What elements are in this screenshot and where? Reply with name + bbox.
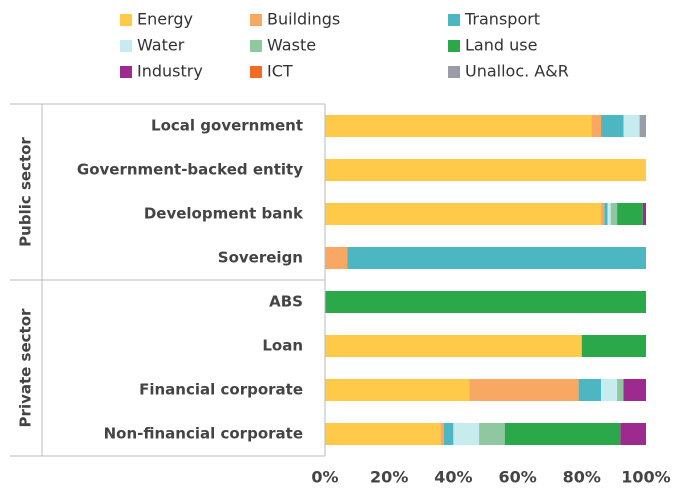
legend-swatch	[448, 66, 460, 78]
bar-segment	[642, 203, 646, 225]
legend-swatch	[250, 40, 262, 52]
bar-segment	[440, 423, 444, 445]
legend-label: Industry	[137, 62, 203, 81]
bar-segment	[347, 247, 646, 269]
category-label: Non-financial corporate	[104, 425, 303, 443]
x-tick-label: 20%	[370, 468, 408, 487]
bar-segment	[325, 379, 470, 401]
x-tick-label: 0%	[311, 468, 338, 487]
bar-segment	[601, 203, 605, 225]
bar-segment	[325, 423, 441, 445]
bar-segment	[623, 115, 640, 137]
legend-swatch	[120, 40, 132, 52]
bar-segment	[623, 379, 646, 401]
category-label: ABS	[269, 293, 303, 311]
legend-swatch	[448, 40, 460, 52]
legend-label: Unalloc. A&R	[465, 62, 569, 81]
bar-segment	[325, 291, 646, 313]
legend-label: ICT	[267, 62, 293, 81]
bar-segment	[610, 203, 618, 225]
bar-segment	[620, 423, 646, 445]
bar-segment	[469, 379, 579, 401]
bar-segment	[639, 115, 646, 137]
bar-segment	[443, 423, 454, 445]
bar-segment	[325, 115, 592, 137]
bar-segment	[325, 203, 602, 225]
bar-segment	[504, 423, 621, 445]
bar-segment	[453, 423, 480, 445]
legend-swatch	[120, 14, 132, 26]
group-label: Public sector	[17, 137, 35, 247]
bar-segment	[617, 379, 624, 401]
bar-segment	[604, 203, 608, 225]
bar-segment	[591, 115, 602, 137]
category-label: Development bank	[144, 205, 304, 223]
bar-segment	[578, 379, 602, 401]
legend-swatch	[120, 66, 132, 78]
legend-swatch	[250, 14, 262, 26]
bar-segment	[479, 423, 505, 445]
legend-swatch	[250, 66, 262, 78]
category-label: Government-backed entity	[77, 161, 303, 179]
category-label: Loan	[262, 337, 303, 355]
group-label: Private sector	[17, 308, 35, 427]
category-label: Financial corporate	[139, 381, 303, 399]
bar-segment	[617, 203, 643, 225]
bar-segment	[601, 379, 618, 401]
legend-label: Land use	[465, 36, 537, 55]
legend-label: Transport	[464, 10, 540, 29]
x-tick-label: 100%	[621, 468, 670, 487]
bar-segment	[601, 115, 624, 137]
x-tick-label: 80%	[563, 468, 601, 487]
legend-label: Buildings	[267, 10, 340, 29]
legend-label: Waste	[267, 36, 316, 55]
legend-label: Water	[137, 36, 185, 55]
bar-segment	[325, 159, 646, 181]
bar-segment	[325, 247, 348, 269]
legend-swatch	[448, 14, 460, 26]
x-tick-label: 40%	[434, 468, 472, 487]
category-label: Sovereign	[218, 249, 303, 267]
x-tick-label: 60%	[498, 468, 536, 487]
bar-segment	[581, 335, 646, 357]
bar-segment	[607, 203, 611, 225]
bar-segment	[325, 335, 582, 357]
legend-label: Energy	[137, 10, 193, 29]
category-label: Local government	[151, 117, 303, 135]
